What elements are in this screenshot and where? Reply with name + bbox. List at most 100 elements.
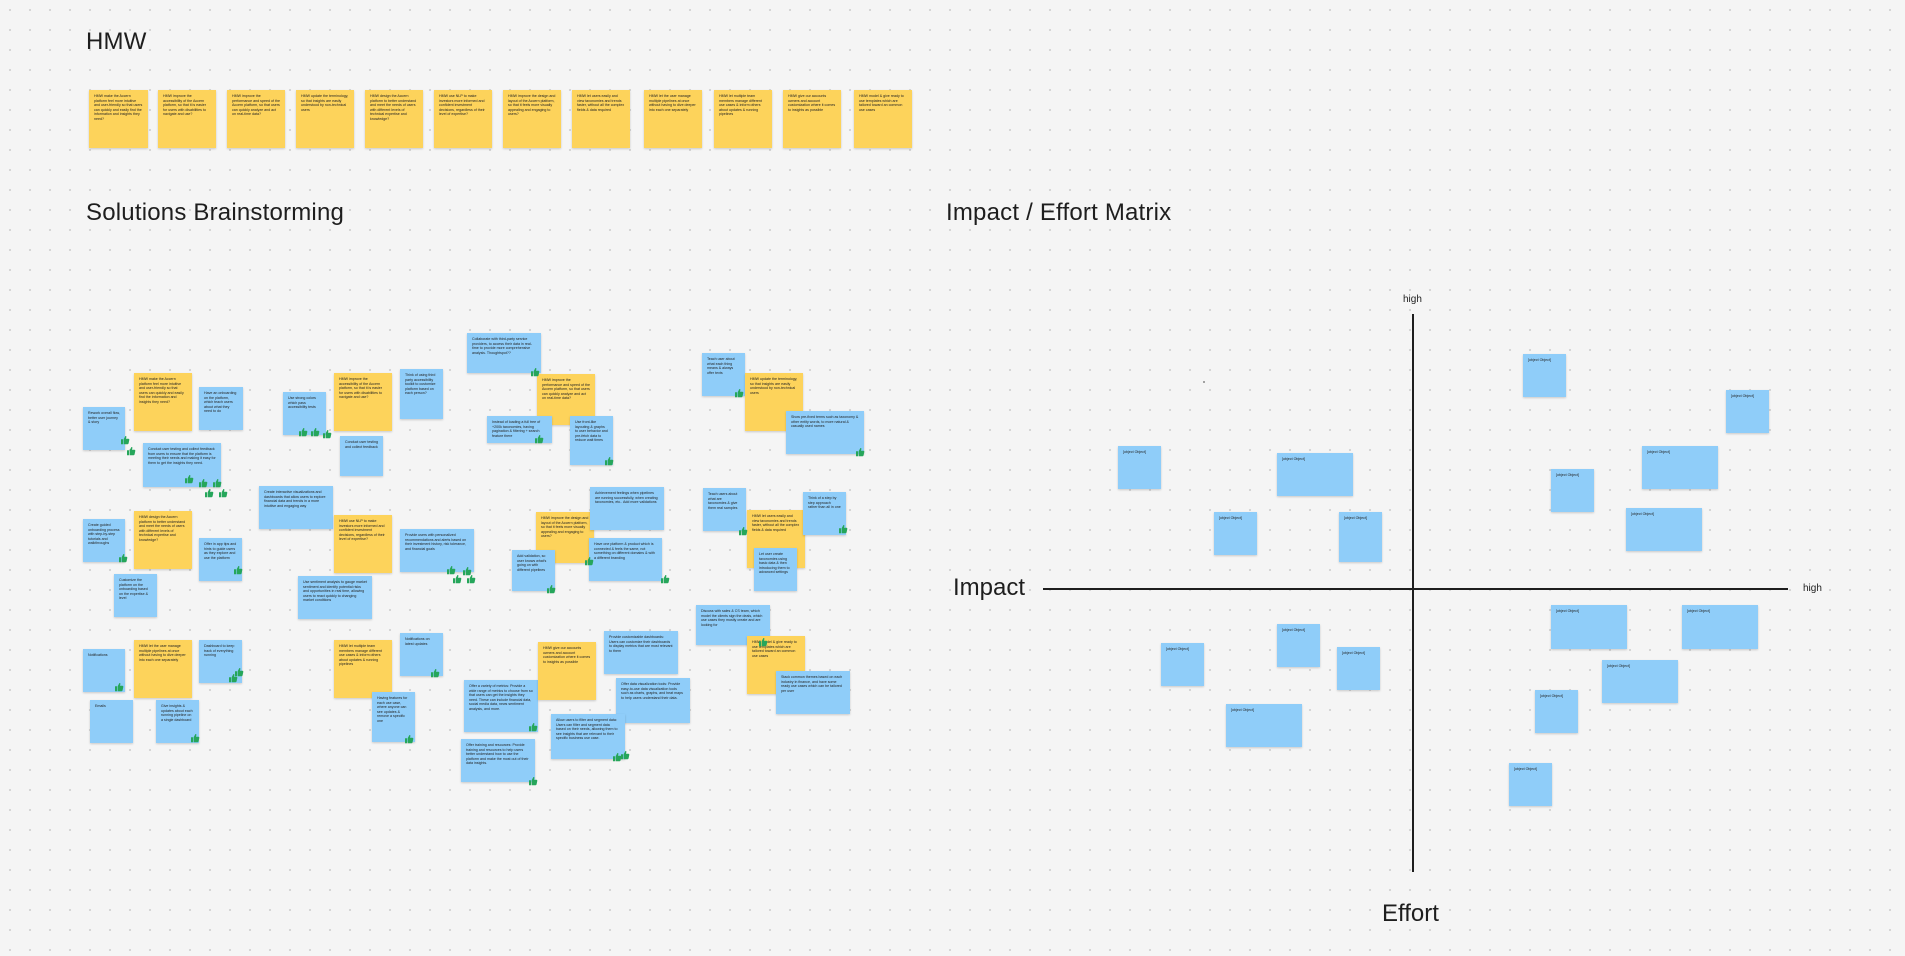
- thumbs-up-icon: [212, 478, 222, 488]
- brainstorm-note[interactable]: Add validation, so user knows what's goi…: [512, 550, 555, 591]
- thumbs-up-icon: [446, 565, 456, 575]
- thumbs-up-icon: [114, 682, 124, 692]
- thumbs-up-icon: [604, 456, 614, 466]
- thumbs-up-icon: [190, 733, 200, 743]
- brainstorm-note[interactable]: Allow users to filter and segment data: …: [551, 714, 625, 759]
- brainstorm-note[interactable]: HMW make the Accern platform feel more i…: [134, 373, 192, 431]
- brainstorm-note[interactable]: Notifications on latest updates: [400, 633, 443, 676]
- brainstorm-note[interactable]: Collaborate with third-party service pro…: [467, 333, 541, 373]
- brainstorm-note[interactable]: Offer training and resources: Provide tr…: [461, 739, 535, 782]
- hmw-note[interactable]: HMW improve the performance and speed of…: [227, 90, 285, 148]
- brainstorm-note[interactable]: Teach users about what are taxonomies & …: [703, 488, 746, 531]
- matrix-note[interactable]: [object Object]: [1337, 647, 1380, 690]
- brainstorm-note[interactable]: Emails: [90, 700, 133, 743]
- hmw-note[interactable]: HMW let multiple team members manage dif…: [714, 90, 772, 148]
- brainstorm-note[interactable]: Provide users with personalized recommen…: [400, 529, 474, 572]
- brainstorm-note[interactable]: Conduct user testing and collect feedbac…: [143, 443, 221, 487]
- hmw-note[interactable]: HMW model & give ready to use templates …: [854, 90, 912, 148]
- thumbs-up-icon: [758, 637, 768, 647]
- brainstorm-note[interactable]: Create guided onboarding process with st…: [83, 519, 125, 562]
- hmw-note[interactable]: HMW give our accounts owners and account…: [783, 90, 841, 148]
- brainstorm-note[interactable]: Give insights & updates about each runni…: [156, 700, 199, 743]
- brainstorm-note[interactable]: HMW let the user manage multiple pipelin…: [134, 640, 192, 698]
- matrix-note[interactable]: [object Object]: [1726, 390, 1769, 433]
- hmw-note[interactable]: HMW let users easily and view taxonomies…: [572, 90, 630, 148]
- brainstorm-note[interactable]: HMW improve the accessibility of the Acc…: [334, 373, 392, 431]
- thumbs-up-icon: [584, 556, 594, 566]
- brainstorm-note[interactable]: HMW use NLP to make investors more infor…: [334, 515, 392, 573]
- brainstorm-note[interactable]: Dashboard to keep track of everything ru…: [199, 640, 242, 683]
- matrix-note[interactable]: [object Object]: [1535, 690, 1578, 733]
- brainstorm-note[interactable]: HMW give our accounts owners and account…: [538, 642, 596, 700]
- matrix-note[interactable]: [object Object]: [1626, 508, 1702, 551]
- thumbs-up-icon: [118, 553, 128, 563]
- thumbs-up-icon: [660, 574, 670, 584]
- hmw-note[interactable]: HMW let the user manage multiple pipelin…: [644, 90, 702, 148]
- matrix-note[interactable]: [object Object]: [1226, 704, 1302, 747]
- brainstorm-note[interactable]: Having features for each use case, where…: [372, 692, 415, 742]
- brainstorm-note[interactable]: Discuss with sales & CS team, which mode…: [696, 605, 770, 645]
- thumbs-up-icon: [184, 474, 194, 484]
- thumbs-up-icon: [738, 526, 748, 536]
- brainstorm-note[interactable]: Use strong colors which pass accessibili…: [283, 392, 326, 435]
- hmw-note[interactable]: HMW make the Accern platform feel more i…: [89, 90, 148, 148]
- thumbs-up-icon: [234, 667, 244, 677]
- impact-axis-label: Impact: [953, 574, 1026, 601]
- matrix-note[interactable]: [object Object]: [1339, 512, 1382, 562]
- brainstorm-note[interactable]: Achievement feelings when pipelines are …: [590, 487, 664, 530]
- thumbs-up-icon: [430, 668, 440, 678]
- brainstorm-note[interactable]: Provide customizable dashboards: Users c…: [604, 631, 678, 674]
- thumbs-up-icon: [218, 488, 228, 498]
- matrix-note[interactable]: [object Object]: [1642, 446, 1718, 489]
- thumbs-up-icon: [546, 584, 556, 594]
- matrix-note[interactable]: [object Object]: [1214, 512, 1257, 555]
- brainstorm-note[interactable]: Offer data visualization tools: Provide …: [616, 678, 690, 723]
- matrix-note[interactable]: [object Object]: [1509, 763, 1552, 806]
- thumbs-up-icon: [612, 752, 622, 762]
- brainstorm-note[interactable]: HMW let multiple team members manage dif…: [334, 640, 392, 698]
- thumbs-up-icon: [855, 447, 865, 457]
- matrix-note[interactable]: [object Object]: [1551, 469, 1594, 512]
- matrix-note[interactable]: [object Object]: [1602, 660, 1678, 703]
- thumbs-up-icon: [233, 565, 243, 575]
- brainstorm-note[interactable]: Think of using third party accessibility…: [400, 369, 443, 419]
- thumbs-up-icon: [528, 776, 538, 786]
- hmw-title: HMW: [86, 28, 147, 55]
- matrix-note[interactable]: [object Object]: [1277, 624, 1320, 667]
- brainstorm-note[interactable]: Instead of loading a full tree of +200k …: [487, 416, 552, 443]
- brainstorm-note[interactable]: Notifications: [83, 649, 125, 692]
- matrix-note[interactable]: [object Object]: [1118, 446, 1161, 489]
- hmw-note[interactable]: HMW update the terminology, so that insi…: [296, 90, 354, 148]
- effort-axis-label: Effort: [1382, 900, 1439, 927]
- brainstorm-note[interactable]: Use sentiment analysis to gauge market s…: [298, 576, 372, 619]
- brainstorm-note[interactable]: Let user create taxonomies using basic d…: [754, 548, 797, 591]
- hmw-note[interactable]: HMW design the Accern platform to better…: [365, 90, 423, 148]
- thumbs-up-icon: [204, 488, 214, 498]
- brainstorm-note[interactable]: Conduct user testing and collect feedbac…: [340, 436, 383, 476]
- brainstorm-note[interactable]: Think of a step by step approach rather …: [803, 492, 846, 535]
- thumbs-up-icon: [620, 750, 630, 760]
- brainstorm-note[interactable]: Use front-like layouting & graphs to use…: [570, 416, 613, 465]
- axis-high-right-label: high: [1803, 583, 1822, 594]
- hmw-note[interactable]: HMW improve the design and layout of the…: [503, 90, 561, 148]
- matrix-note[interactable]: [object Object]: [1523, 354, 1566, 397]
- thumbs-up-icon: [404, 734, 414, 744]
- thumbs-up-icon: [462, 566, 472, 576]
- hmw-note[interactable]: HMW use NLP to make investors more infor…: [434, 90, 492, 148]
- brainstorm-note[interactable]: Create interactive visualizations and da…: [259, 486, 333, 529]
- matrix-note[interactable]: [object Object]: [1277, 453, 1353, 496]
- brainstorm-note[interactable]: Customize the platform on the onboarding…: [114, 574, 157, 617]
- matrix-note[interactable]: [object Object]: [1161, 643, 1204, 686]
- brainstorm-note[interactable]: Stack common themes based on each indust…: [776, 671, 850, 714]
- brainstorm-note[interactable]: Have one platform & product which is con…: [589, 538, 662, 581]
- brainstorm-note[interactable]: Offer a variety of metrics: Provide a wi…: [464, 680, 538, 732]
- brainstorm-note[interactable]: Rework overall flow, better user journey…: [83, 407, 125, 450]
- hmw-note[interactable]: HMW improve the accessibility of the Acc…: [158, 90, 216, 148]
- brainstorm-note[interactable]: Have an onboarding on the platform, whic…: [199, 387, 243, 430]
- brainstorm-note[interactable]: HMW design the Accern platform to better…: [134, 511, 192, 569]
- matrix-title: Impact / Effort Matrix: [946, 199, 1172, 226]
- brainstorm-note[interactable]: Show pre-fixed terms such as taxonomy & …: [786, 411, 864, 454]
- brainstorm-note[interactable]: Teach user about what each thing means &…: [702, 353, 745, 396]
- matrix-note[interactable]: [object Object]: [1682, 605, 1758, 649]
- matrix-note[interactable]: [object Object]: [1551, 605, 1627, 649]
